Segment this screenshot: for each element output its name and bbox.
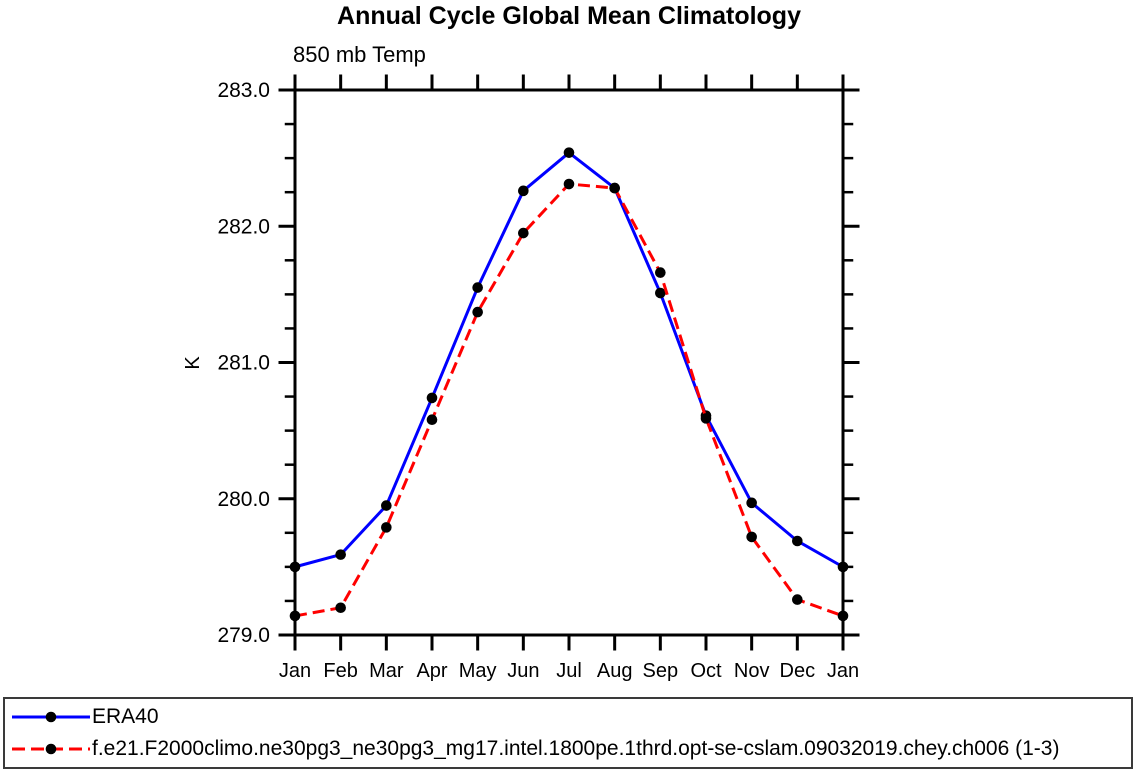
era40-line-swatch: [12, 711, 90, 723]
y-tick-label: 283.0: [217, 79, 270, 102]
x-tick-label: Jan: [827, 660, 859, 682]
data-point-marker: [655, 267, 666, 278]
data-point-marker: [289, 610, 301, 622]
legend-marker: [45, 711, 57, 723]
x-tick-label: Aug: [597, 660, 633, 682]
data-point-marker: [655, 287, 666, 299]
legend-marker: [45, 743, 57, 755]
legend-box: ERA40 f.e21.F2000climo.ne30pg3_ne30pg3_m…: [3, 697, 1133, 769]
data-point-marker: [837, 610, 849, 622]
data-point-marker: [381, 522, 392, 533]
data-point-marker: [335, 602, 346, 614]
data-point-marker: [563, 178, 575, 190]
legend-item-era40: ERA40: [10, 701, 1131, 733]
legend-item-model-run: f.e21.F2000climo.ne30pg3_ne30pg3_mg17.in…: [10, 733, 1131, 765]
annual-cycle-line-chart: 283.0 282.0 281.0 280.0 279.0 Jan Feb Mar Apr May…: [182, 74, 860, 682]
data-point-marker: [518, 227, 529, 239]
x-tick-label: May: [459, 660, 497, 682]
x-tick-label: Dec: [780, 660, 816, 682]
x-tick-label: Apr: [416, 660, 447, 682]
chart-title: Annual Cycle Global Mean Climatology: [337, 2, 801, 30]
x-tick-label: Mar: [369, 660, 404, 682]
legend-label-model-run: f.e21.F2000climo.ne30pg3_ne30pg3_mg17.in…: [92, 737, 1060, 760]
data-point-marker: [700, 413, 712, 424]
x-tick-label: Jan: [279, 660, 311, 682]
axes: 283.0 282.0 281.0 280.0 279.0 Jan Feb Mar Apr May…: [217, 74, 860, 682]
series-line-solid: [294, 151, 844, 569]
data-point-marker: [426, 414, 438, 426]
x-tick-label: Jun: [507, 660, 539, 682]
data-point-marker: [746, 531, 757, 543]
data-point-marker: [335, 549, 346, 560]
y-tick-label: 280.0: [217, 488, 270, 511]
y-tick-label: 279.0: [217, 624, 270, 647]
x-tick-label: Jul: [556, 660, 582, 682]
y-tick-label: 281.0: [217, 352, 270, 375]
data-point-marker: [792, 594, 803, 605]
x-tick-label: Feb: [323, 660, 357, 682]
model-run-line-swatch: [12, 743, 90, 755]
data-point-marker: [792, 535, 803, 547]
x-tick-label: Nov: [734, 660, 770, 682]
data-point-marker: [472, 282, 483, 293]
data-point-marker: [426, 392, 438, 404]
data-point-marker: [837, 561, 849, 573]
data-point-marker: [381, 500, 392, 511]
data-series: [289, 147, 849, 622]
y-axis-label: K: [182, 356, 204, 370]
data-point-marker: [518, 185, 529, 197]
data-point-marker: [746, 497, 757, 509]
y-tick-label: 282.0: [217, 215, 270, 238]
x-tick-label: Oct: [690, 660, 722, 682]
data-point-marker: [563, 147, 575, 158]
x-tick-label: Sep: [643, 660, 679, 682]
legend-label-era40: ERA40: [92, 705, 159, 728]
data-point-marker: [609, 182, 620, 194]
chart-subtitle: 850 mb Temp: [293, 42, 426, 67]
data-point-marker: [472, 306, 483, 318]
data-point-marker: [289, 561, 301, 573]
series-line-dashed: [294, 182, 844, 618]
